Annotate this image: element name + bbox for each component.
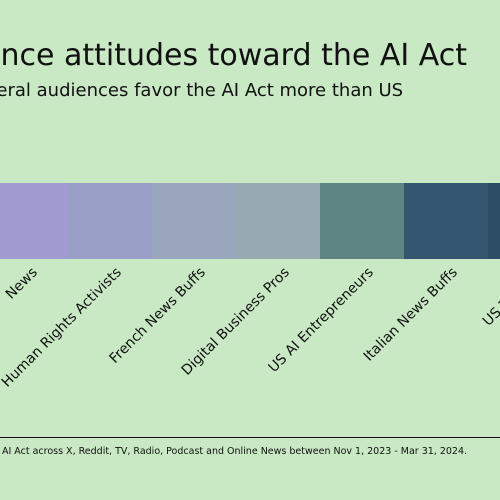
heatmap-cell-6	[404, 183, 488, 259]
source-note: s AI Act across X, Reddit, TV, Radio, Po…	[0, 446, 468, 457]
category-label-6: Italian News Buffs	[361, 265, 461, 365]
heatmap-cell-1	[0, 183, 68, 259]
chart-subtitle: iberal audiences favor the AI Act more t…	[0, 80, 404, 101]
category-label-7: US Tech La	[480, 265, 500, 330]
heatmap-cell-7	[488, 183, 500, 259]
heatmap-cell-2	[68, 183, 152, 259]
heatmap-cell-3	[152, 183, 236, 259]
heatmap-cell-4	[236, 183, 320, 259]
heatmap-cell-5	[320, 183, 404, 259]
chart-title: ence attitudes toward the AI Act	[0, 38, 467, 73]
footer-divider	[0, 437, 500, 438]
category-label-1: News	[3, 265, 41, 303]
heatmap-cells	[0, 183, 500, 259]
